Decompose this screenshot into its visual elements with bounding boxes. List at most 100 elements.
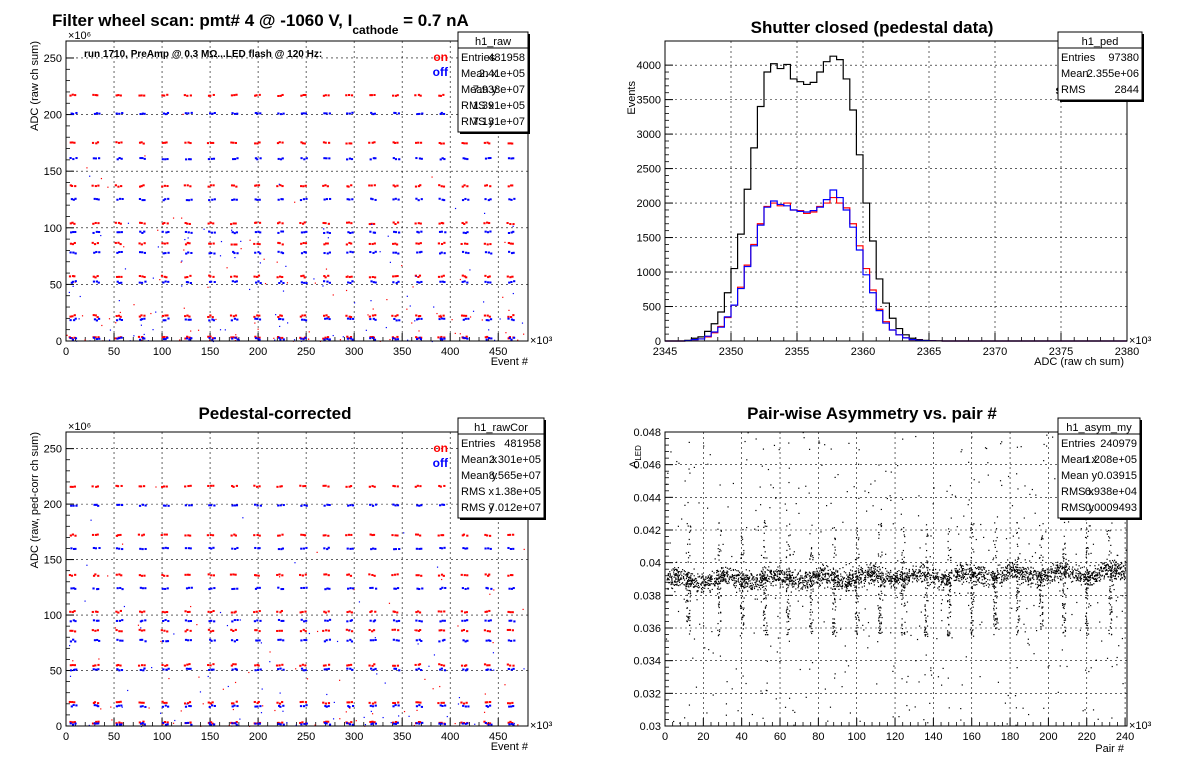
data-point [927, 567, 929, 569]
data-point [668, 581, 671, 584]
data-point [509, 223, 512, 226]
data-point [369, 586, 372, 589]
data-point [874, 568, 877, 570]
data-point [815, 574, 817, 577]
run-annotation: run 1710, PreAmp @ 0.3 MΩ...LED flash @ … [84, 49, 322, 60]
data-point [773, 575, 776, 577]
data-point [463, 184, 466, 187]
data-point [235, 275, 238, 278]
data-point [115, 484, 118, 487]
data-point [1086, 569, 1088, 572]
data-point [349, 667, 352, 670]
data-point [751, 582, 753, 584]
data-point [873, 575, 876, 577]
data-point [1030, 573, 1033, 575]
data-point [956, 576, 958, 578]
data-point [946, 577, 949, 580]
data-point [466, 231, 469, 234]
data-point [813, 574, 816, 576]
data-point [461, 185, 464, 188]
data-point [1095, 571, 1097, 574]
data-point [510, 338, 513, 341]
data-point [788, 571, 790, 573]
data-point [349, 316, 353, 319]
data-point [870, 579, 872, 581]
data-point [512, 336, 516, 339]
data-point [461, 142, 464, 145]
data-point [1059, 562, 1061, 565]
data-point [733, 575, 735, 577]
data-point [1047, 570, 1049, 572]
data-point [163, 721, 166, 724]
data-point [731, 574, 733, 576]
data-point [805, 580, 807, 582]
data-point [166, 111, 170, 114]
data-point [161, 314, 165, 317]
data-point [906, 576, 908, 579]
data-point [1108, 565, 1110, 568]
data-point [976, 579, 979, 581]
data-point [1037, 573, 1039, 575]
data-point [300, 639, 303, 642]
data-point [991, 577, 994, 579]
data-point [956, 570, 958, 572]
data-point [140, 243, 143, 246]
data-point [769, 571, 771, 573]
data-point [916, 574, 918, 577]
data-point [116, 638, 119, 641]
data-point [232, 702, 235, 705]
data-point [1057, 569, 1060, 572]
panel-asym: 0 20 40 60 80 100 120 140 160 180 200 220 2400.030.0… [628, 417, 1152, 755]
data-point [953, 575, 955, 577]
data-point [701, 589, 703, 591]
data-point [108, 339, 111, 341]
data-point [926, 578, 928, 580]
data-point [507, 241, 510, 244]
grid [66, 432, 528, 726]
data-point [212, 141, 215, 144]
data-point [92, 587, 95, 590]
data-point [301, 610, 304, 613]
data-point [166, 336, 169, 339]
data-point [162, 721, 165, 724]
y-axis-multiplier: ×10⁶ [68, 30, 91, 42]
data-point [694, 577, 696, 580]
data-point [97, 587, 100, 590]
data-point [1030, 583, 1032, 585]
data-point [277, 548, 281, 551]
data-point [161, 610, 164, 613]
data-point [327, 667, 330, 670]
data-point [249, 239, 251, 241]
data-point [798, 578, 800, 580]
data-point [190, 605, 192, 608]
data-point [164, 587, 167, 590]
data-point [301, 318, 304, 321]
data-point [92, 668, 95, 671]
data-point [69, 94, 72, 97]
data-point [140, 339, 142, 342]
data-point [508, 250, 511, 253]
data-point [69, 629, 72, 632]
data-point [299, 721, 302, 724]
data-point [139, 668, 142, 671]
data-point [351, 705, 355, 708]
data-point [166, 242, 169, 245]
data-point [183, 249, 185, 251]
data-point [1119, 579, 1122, 581]
data-point [1105, 573, 1107, 576]
data-point [139, 547, 142, 550]
data-point [141, 336, 145, 339]
x-tick-label: 250 [297, 346, 315, 358]
data-point [1124, 564, 1127, 566]
data-point [257, 280, 260, 283]
data-point [706, 584, 708, 586]
data-point [300, 723, 303, 726]
data-point [894, 575, 896, 577]
data-point [226, 624, 229, 627]
data-point [394, 231, 398, 234]
data-point [256, 702, 259, 705]
data-point [690, 585, 692, 587]
data-point [304, 485, 307, 488]
data-point [915, 575, 917, 578]
data-point [963, 576, 966, 578]
